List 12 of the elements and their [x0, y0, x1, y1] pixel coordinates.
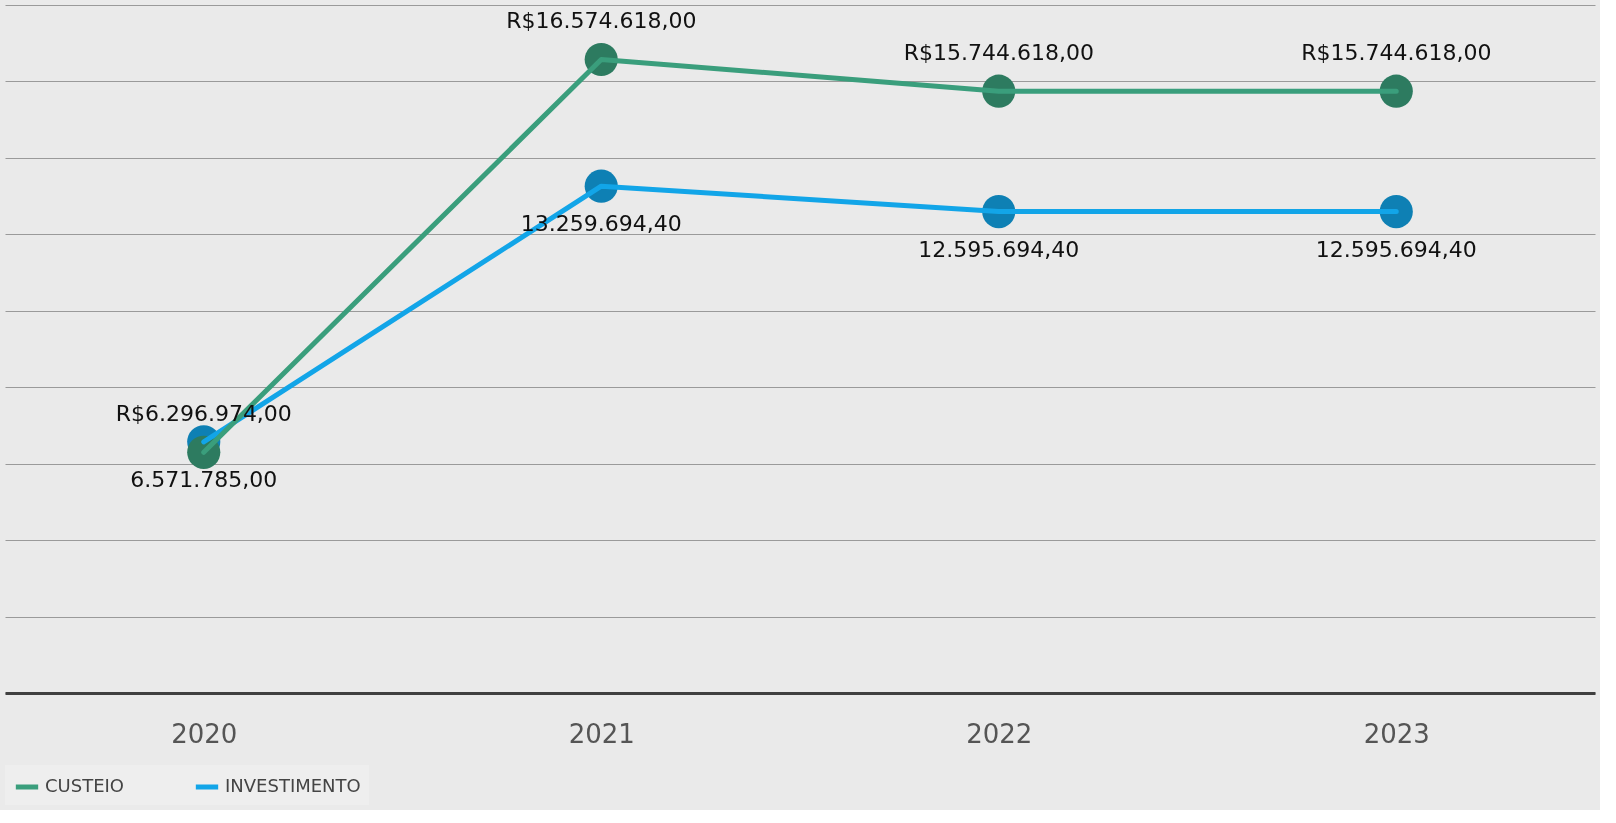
legend-label: INVESTIMENTO: [225, 775, 361, 796]
x-tick-label: 2022: [966, 718, 1033, 749]
x-tick-label: 2023: [1363, 718, 1430, 749]
data-label: R$15.744.618,00: [903, 40, 1094, 66]
legend-label: CUSTEIO: [45, 775, 125, 796]
data-label: R$15.744.618,00: [1301, 40, 1492, 66]
data-label: R$16.574.618,00: [506, 8, 697, 34]
x-tick-label: 2020: [171, 718, 238, 749]
data-label: 6.571.785,00: [130, 466, 278, 492]
data-label: 12.595.694,40: [1315, 236, 1477, 262]
data-label: 12.595.694,40: [918, 236, 1080, 262]
x-tick-label: 2021: [568, 718, 635, 749]
